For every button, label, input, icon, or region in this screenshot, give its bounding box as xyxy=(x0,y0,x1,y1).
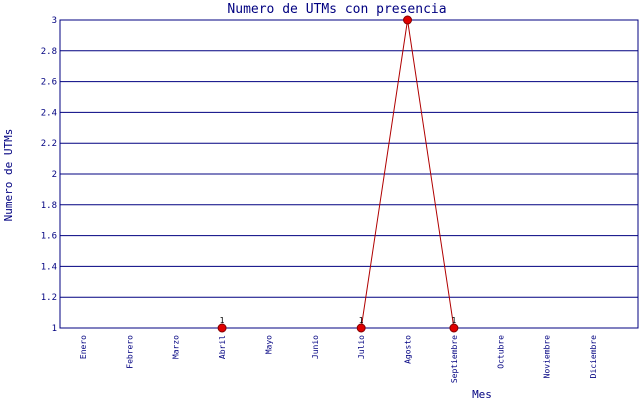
x-tick-label: Mayo xyxy=(264,335,273,354)
y-tick-label: 2.4 xyxy=(41,108,57,118)
y-tick-label: 2.2 xyxy=(41,139,57,149)
x-tick-label: Abril xyxy=(218,335,227,359)
y-axis-label: Numero de UTMs xyxy=(2,129,15,222)
x-tick-label: Enero xyxy=(79,335,88,359)
point xyxy=(356,323,366,333)
y-tick-label: 3 xyxy=(52,16,57,26)
y-tick-label: 1 xyxy=(52,324,57,334)
x-tick-label: Septiembre xyxy=(450,335,459,383)
y-tick-label: 2.8 xyxy=(41,47,57,57)
y-tick-label: 1.2 xyxy=(41,293,57,303)
x-tick-label: Agosto xyxy=(404,335,413,364)
x-axis-label: Mes xyxy=(472,388,492,400)
y-tick-label: 2.6 xyxy=(41,78,57,88)
x-tick-label: Junio xyxy=(311,335,320,359)
x-tick-label: Febrero xyxy=(125,335,134,369)
point xyxy=(449,323,459,333)
y-tick-label: 1.8 xyxy=(41,201,57,211)
data-label: 1 xyxy=(220,316,225,325)
x-tick-label: Noviembre xyxy=(543,335,552,379)
y-tick-label: 1.4 xyxy=(41,262,57,272)
chart-title: Numero de UTMs con presencia xyxy=(227,2,446,17)
data-label: 1 xyxy=(451,316,456,325)
point xyxy=(403,15,413,25)
data-label: 1 xyxy=(359,316,364,325)
x-tick-label: Marzo xyxy=(172,335,181,359)
x-tick-label: Octubre xyxy=(496,335,505,369)
y-tick-label: 2 xyxy=(52,170,57,180)
x-tick-label: Julio xyxy=(357,335,366,359)
y-tick-label: 1.6 xyxy=(41,232,57,242)
x-tick-label: Diciembre xyxy=(589,335,598,379)
point xyxy=(217,323,227,333)
